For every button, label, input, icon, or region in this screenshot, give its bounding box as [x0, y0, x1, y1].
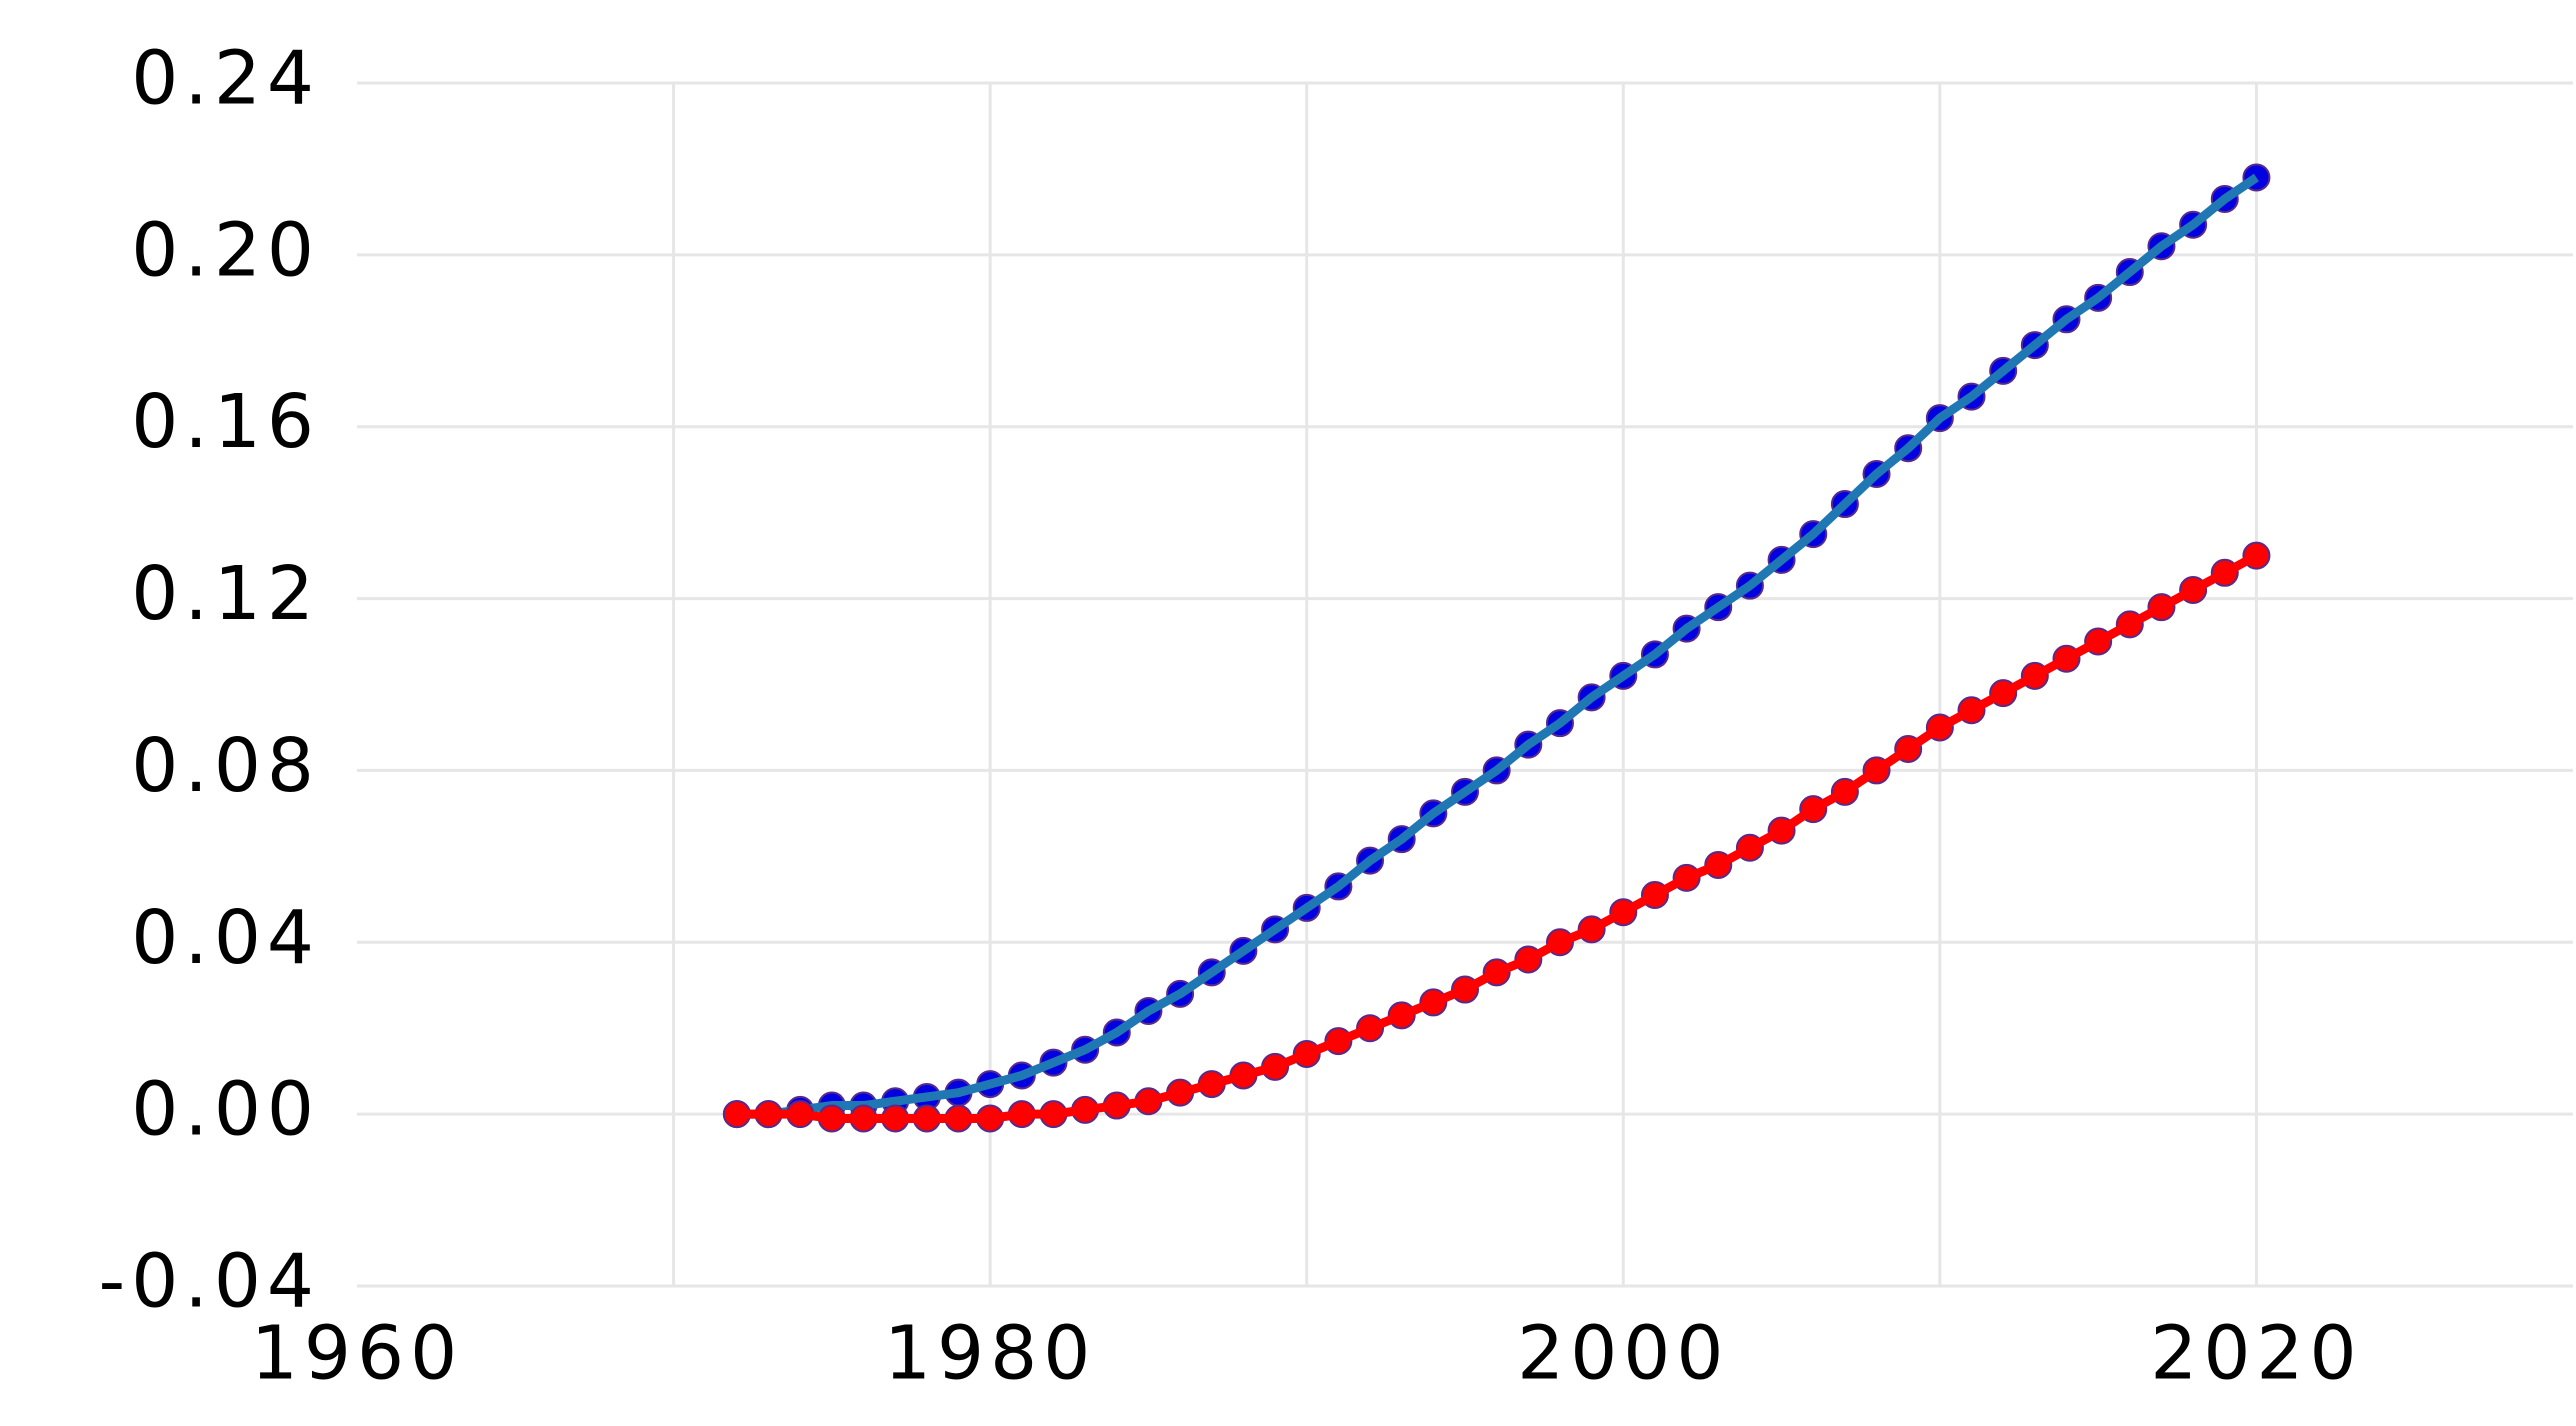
y-tick-label: -0.04: [99, 1239, 320, 1325]
y-tick-label: 0.04: [131, 895, 320, 981]
y-tick-label: 0.08: [131, 723, 320, 809]
series-line: [736, 173, 2259, 1119]
y-tick-label: 0.24: [131, 36, 320, 122]
x-tick-label: 2000: [1517, 1311, 1729, 1397]
y-tick-label: 0.00: [131, 1067, 320, 1153]
x-tick-label: 1960: [251, 1311, 463, 1397]
series-line: [736, 551, 2259, 1123]
y-tick-label: 0.20: [131, 207, 320, 293]
y-tick-label: 0.12: [131, 551, 320, 637]
y-tick-label: 0.16: [131, 379, 320, 465]
x-tick-label: 2020: [2150, 1311, 2362, 1397]
x-tick-label: 1980: [884, 1311, 1096, 1397]
